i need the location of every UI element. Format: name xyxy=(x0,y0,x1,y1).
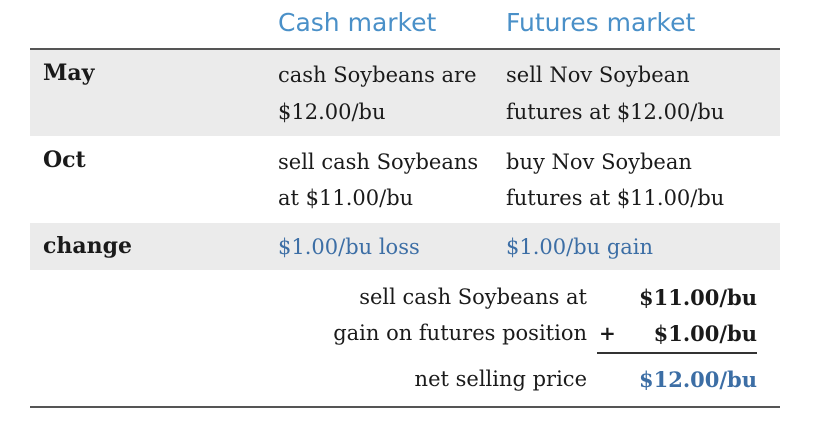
oct-futures-line2: futures at $11.00/bu xyxy=(506,186,725,210)
table-top-rule xyxy=(30,48,780,50)
may-cash-line2: $12.00/bu xyxy=(278,100,386,124)
may-futures-line1: sell Nov Soybean xyxy=(506,63,690,87)
calc-net-price-label: net selling price xyxy=(414,367,587,391)
calc-futures-gain-label: gain on futures position xyxy=(333,321,587,345)
oct-cash-line2: at $11.00/bu xyxy=(278,186,414,210)
calc-net-price-value: $12.00/bu xyxy=(639,367,757,392)
sum-rule xyxy=(597,352,757,354)
row-label-change: change xyxy=(43,233,133,259)
may-row-band xyxy=(30,50,780,136)
row-label-may: May xyxy=(43,60,95,86)
oct-cash-line1: sell cash Soybeans xyxy=(278,150,479,174)
may-cash-line1: cash Soybeans are xyxy=(278,63,477,87)
oct-futures-line1: buy Nov Soybean xyxy=(506,150,692,174)
change-cash-value: $1.00/bu loss xyxy=(278,235,420,259)
change-futures-value: $1.00/bu gain xyxy=(506,235,654,259)
futures-market-header: Futures market xyxy=(506,8,696,37)
row-label-oct: Oct xyxy=(43,147,86,173)
may-futures-line2: futures at $12.00/bu xyxy=(506,100,725,124)
table-bottom-rule xyxy=(30,406,780,408)
calc-sell-cash-value: $11.00/bu xyxy=(639,285,757,310)
cash-market-header: Cash market xyxy=(278,8,437,37)
calc-sell-cash-label: sell cash Soybeans at xyxy=(359,285,587,309)
calc-futures-gain-value: $1.00/bu xyxy=(653,321,757,346)
change-row-band xyxy=(30,223,780,270)
plus-operator: + xyxy=(599,321,616,345)
